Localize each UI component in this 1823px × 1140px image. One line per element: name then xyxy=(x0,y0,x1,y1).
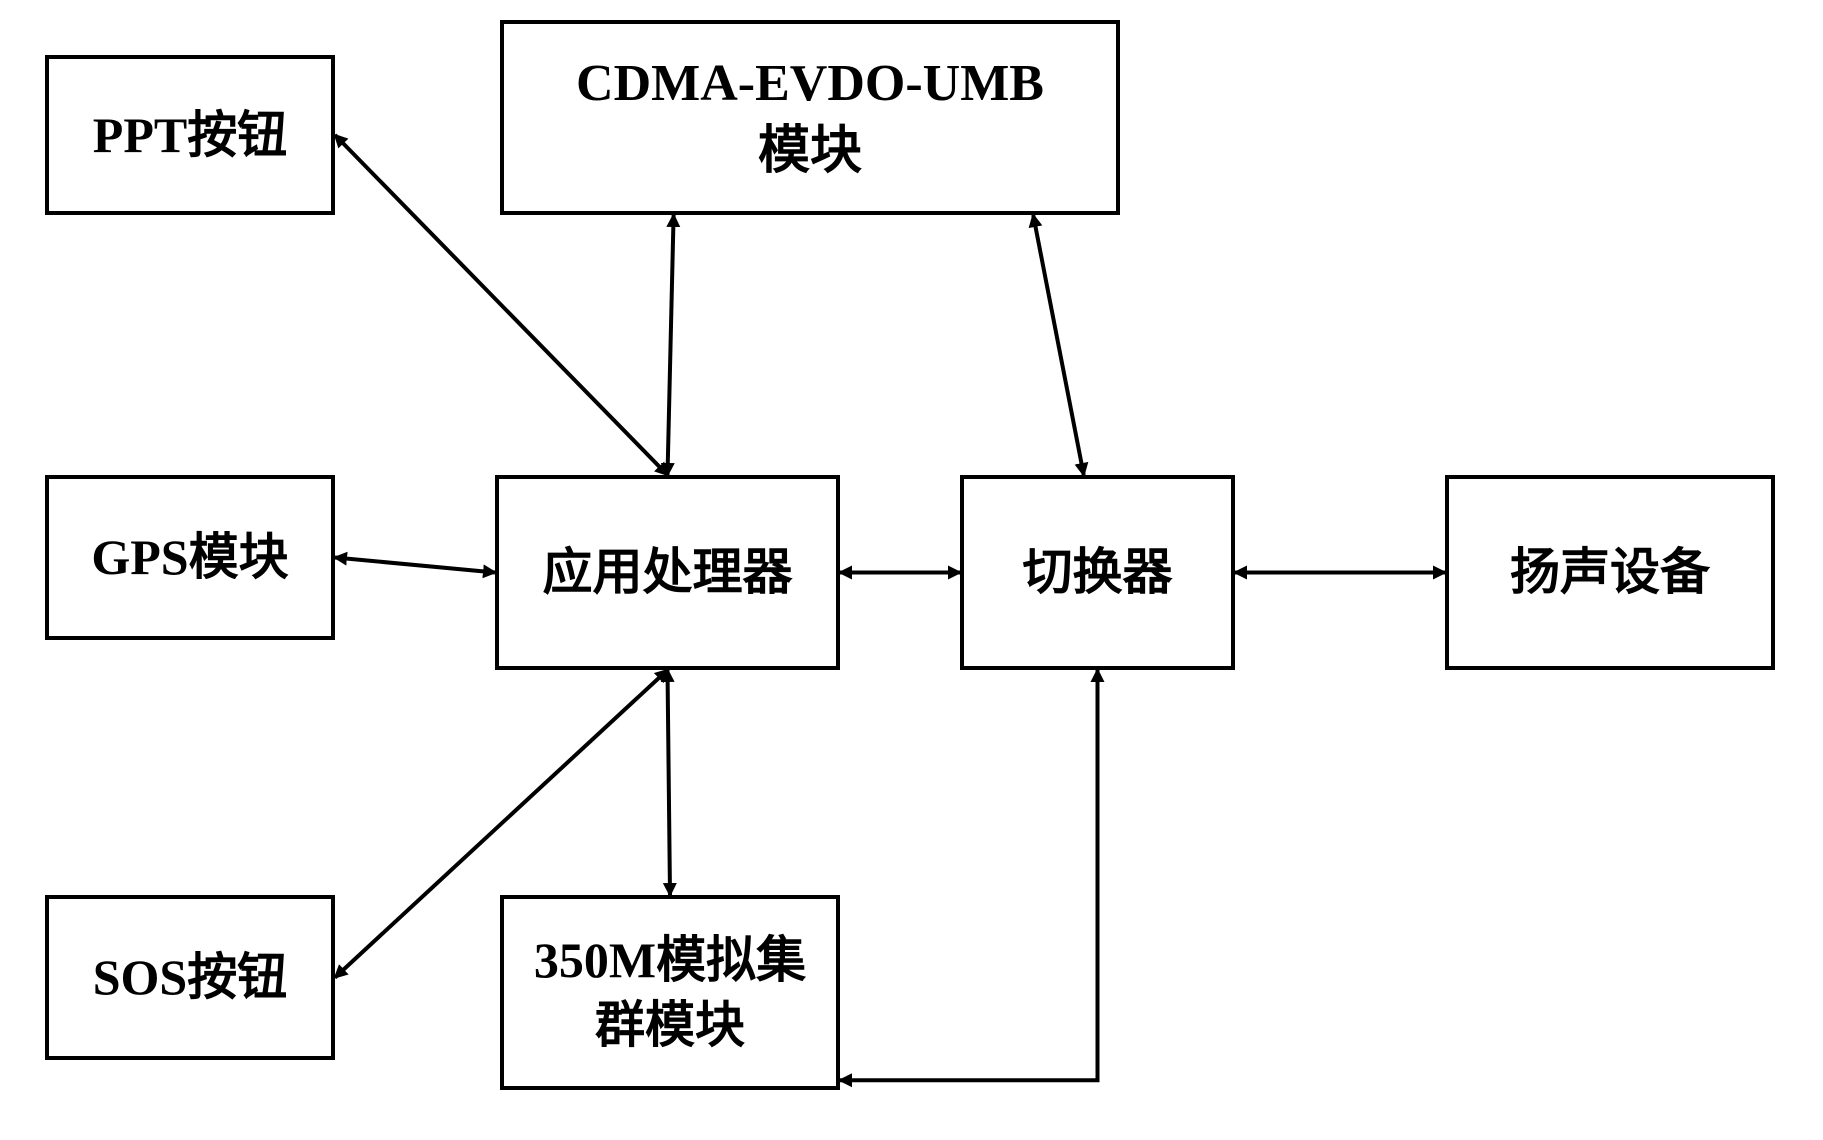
node-app-processor: 应用处理器 xyxy=(495,475,840,670)
node-label: 350M模拟集 群模块 xyxy=(534,928,806,1058)
node-label: PPT按钮 xyxy=(93,103,287,168)
node-switch: 切换器 xyxy=(960,475,1235,670)
edge xyxy=(668,215,674,475)
node-speaker: 扬声设备 xyxy=(1445,475,1775,670)
node-cdma-module: CDMA-EVDO-UMB 模块 xyxy=(500,20,1120,215)
edge xyxy=(1033,215,1084,475)
node-label: SOS按钮 xyxy=(93,945,288,1010)
node-cluster-350m: 350M模拟集 群模块 xyxy=(500,895,840,1090)
edge xyxy=(668,670,671,895)
node-label: 切换器 xyxy=(1023,540,1173,605)
edge xyxy=(335,558,495,573)
node-label: CDMA-EVDO-UMB 模块 xyxy=(576,50,1044,185)
node-ppt-button: PPT按钮 xyxy=(45,55,335,215)
node-gps-module: GPS模块 xyxy=(45,475,335,640)
node-label: 扬声设备 xyxy=(1510,540,1710,605)
node-sos-button: SOS按钮 xyxy=(45,895,335,1060)
edge xyxy=(840,670,1098,1080)
node-label: GPS模块 xyxy=(91,525,288,590)
node-label: 应用处理器 xyxy=(543,540,793,605)
